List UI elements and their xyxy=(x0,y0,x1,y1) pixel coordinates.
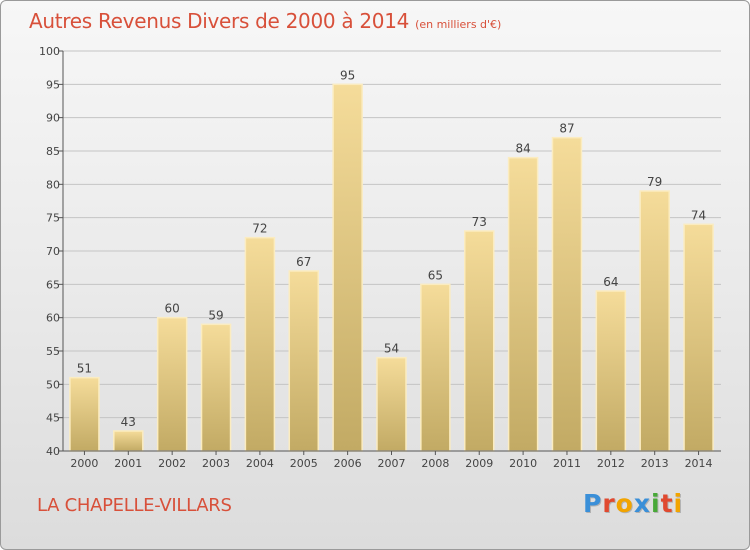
bar xyxy=(595,290,627,452)
bar xyxy=(288,270,320,452)
bar xyxy=(200,323,232,452)
y-tick-label: 50 xyxy=(46,378,60,391)
logo-letter: r xyxy=(602,489,616,518)
y-tick-label: 55 xyxy=(46,345,60,358)
logo-letter: i xyxy=(673,489,684,518)
bar-value-label: 59 xyxy=(208,308,223,322)
bar-value-label: 84 xyxy=(515,142,530,156)
x-tick-label: 2014 xyxy=(685,457,713,470)
logo-letter: i xyxy=(651,489,661,518)
commune-name: LA CHAPELLE-VILLARS xyxy=(37,495,232,516)
bar xyxy=(244,236,276,452)
bar xyxy=(113,430,144,452)
bar xyxy=(683,223,714,452)
x-tick-label: 2002 xyxy=(158,457,186,470)
y-tick-label: 40 xyxy=(46,445,60,458)
bar-value-label: 67 xyxy=(296,255,311,269)
bar xyxy=(551,136,583,452)
y-tick-label: 85 xyxy=(46,145,60,158)
x-tick-label: 2007 xyxy=(378,457,406,470)
bar-value-label: 60 xyxy=(165,302,180,316)
bar xyxy=(639,190,670,452)
y-tick-label: 60 xyxy=(46,312,60,325)
logo-letter: x xyxy=(633,489,651,518)
bar-value-label: 72 xyxy=(252,222,267,236)
x-tick-label: 2003 xyxy=(202,457,230,470)
bar-value-label: 87 xyxy=(559,122,574,136)
bar xyxy=(376,356,407,452)
bar-value-label: 43 xyxy=(121,415,136,429)
logo-letter: P xyxy=(583,489,603,518)
x-tick-label: 2012 xyxy=(597,457,625,470)
bar-value-label: 51 xyxy=(77,362,92,376)
x-tick-label: 2004 xyxy=(246,457,274,470)
bar-value-label: 95 xyxy=(340,68,355,82)
y-tick-label: 80 xyxy=(46,178,60,191)
bar-value-label: 64 xyxy=(603,275,618,289)
logo-letter: t xyxy=(660,489,674,518)
x-tick-label: 2008 xyxy=(421,457,449,470)
x-tick-label: 2006 xyxy=(334,457,362,470)
bar xyxy=(507,156,539,452)
chart-title: Autres Revenus Divers de 2000 à 2014 (en … xyxy=(29,9,501,33)
y-tick-label: 65 xyxy=(46,278,60,291)
bar xyxy=(420,283,451,452)
bar-value-label: 65 xyxy=(428,268,443,282)
bar-value-label: 73 xyxy=(472,215,487,229)
bar xyxy=(69,376,100,452)
proxiti-logo: Proxiti xyxy=(583,489,683,518)
x-tick-label: 2010 xyxy=(509,457,537,470)
x-tick-label: 2009 xyxy=(465,457,493,470)
y-tick-label: 75 xyxy=(46,212,60,225)
bar xyxy=(463,230,495,452)
x-tick-label: 2000 xyxy=(70,457,98,470)
y-tick-label: 90 xyxy=(46,112,60,125)
x-tick-label: 2013 xyxy=(641,457,669,470)
logo-letter: o xyxy=(615,489,634,518)
x-tick-label: 2001 xyxy=(114,457,142,470)
y-tick-label: 95 xyxy=(46,78,60,91)
y-tick-label: 70 xyxy=(46,245,60,258)
bar xyxy=(156,316,188,452)
bar xyxy=(332,83,363,452)
bar-value-label: 74 xyxy=(691,208,706,222)
bar-value-label: 54 xyxy=(384,342,399,356)
axes: 40 45 50 55 60 65 70 75 80 85 90 95 100 2000 2001 2002 2… xyxy=(39,45,721,470)
chart-subtitle: (en milliers d'€) xyxy=(415,18,502,31)
x-tick-label: 2011 xyxy=(553,457,581,470)
x-tick-label: 2005 xyxy=(290,457,318,470)
chart-title-text: Autres Revenus Divers de 2000 à 2014 xyxy=(29,9,410,33)
y-tick-label: 100 xyxy=(39,45,60,58)
bar-value-label: 79 xyxy=(647,175,662,189)
y-tick-label: 45 xyxy=(46,412,60,425)
bars: 51 43 60 59 72 67 95 54 65 73 84 87 64 79 74 xyxy=(69,68,714,452)
